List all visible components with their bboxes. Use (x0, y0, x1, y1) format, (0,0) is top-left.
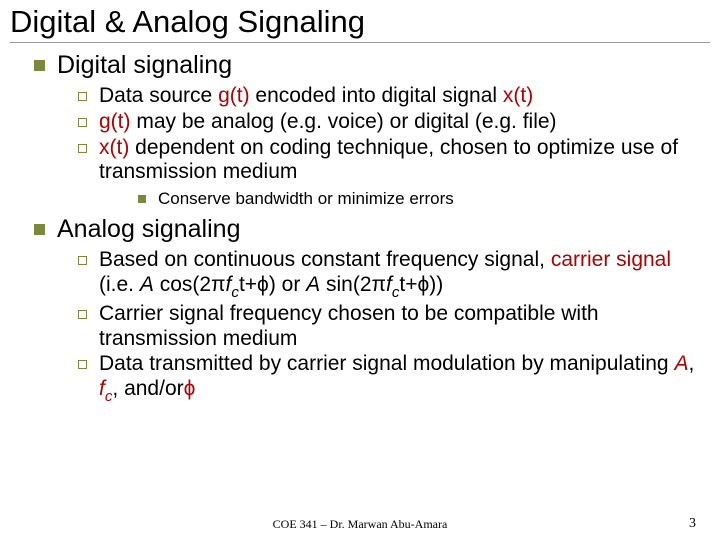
section-heading-row: Digital signaling (34, 51, 710, 80)
text-run: may be analog (e.g. voice) or digital (e… (131, 110, 557, 133)
subitem-text: Conserve bandwidth or minimize errors (158, 189, 454, 209)
text-run: Data source (99, 84, 218, 107)
item-text: Based on continuous constant frequency s… (99, 248, 710, 301)
text-run: A (140, 273, 154, 296)
hollow-square-bullet-icon (78, 92, 87, 101)
section-heading: Analog signaling (57, 215, 240, 244)
digital-items: Data source g(t) encoded into digital si… (78, 84, 710, 185)
emph-run: x(t) (99, 136, 129, 159)
slide-title: Digital & Analog Signaling (10, 4, 710, 43)
digital-subitems: Conserve bandwidth or minimize errors (138, 189, 710, 209)
list-item: Carrier signal frequency chosen to be co… (78, 302, 710, 352)
hollow-square-bullet-icon (78, 256, 87, 265)
emph-run: carrier signal (551, 248, 671, 271)
list-item: Data transmitted by carrier signal modul… (78, 352, 710, 405)
emph-run: g(t) (99, 110, 131, 133)
section-analog: Analog signaling (34, 215, 710, 244)
square-bullet-icon (34, 224, 45, 235)
hollow-square-bullet-icon (78, 360, 87, 369)
text-run: , and/or (112, 377, 183, 400)
list-item: g(t) may be analog (e.g. voice) or digit… (78, 110, 710, 135)
emph-run: A (674, 352, 688, 375)
item-text: Data source g(t) encoded into digital si… (99, 84, 533, 109)
footer-text: COE 341 – Dr. Marwan Abu-Amara (0, 517, 720, 532)
emph-run: f (99, 377, 105, 400)
text-run: , (688, 352, 694, 375)
square-bullet-icon (34, 60, 45, 71)
text-run: t+ϕ)) (399, 273, 443, 296)
section-digital: Digital signaling (34, 51, 710, 80)
hollow-square-bullet-icon (78, 118, 87, 127)
emph-run: c (105, 388, 113, 405)
section-heading-row: Analog signaling (34, 215, 710, 244)
text-run: A (306, 273, 320, 296)
page-number: 3 (689, 516, 696, 532)
item-text: g(t) may be analog (e.g. voice) or digit… (99, 110, 557, 135)
text-run: f (386, 273, 392, 296)
section-heading: Digital signaling (57, 51, 232, 80)
text-run: sin(2π (320, 273, 386, 296)
emph-run: x(t) (503, 84, 533, 107)
item-text: x(t) dependent on coding technique, chos… (99, 136, 710, 186)
list-item: Conserve bandwidth or minimize errors (138, 189, 710, 209)
item-text: Carrier signal frequency chosen to be co… (99, 302, 710, 352)
text-run: c (392, 284, 400, 301)
list-item: Data source g(t) encoded into digital si… (78, 84, 710, 109)
square-bullet-icon (138, 195, 146, 203)
text-run: cos(2π (154, 273, 226, 296)
text-run: (i.e. (99, 273, 140, 296)
list-item: x(t) dependent on coding technique, chos… (78, 136, 710, 186)
item-text: Data transmitted by carrier signal modul… (99, 352, 710, 405)
text-run: encoded into digital signal (250, 84, 503, 107)
emph-run: ϕ (184, 377, 196, 400)
analog-items: Based on continuous constant frequency s… (78, 248, 710, 405)
text-run: Based on continuous constant frequency s… (99, 248, 551, 271)
text-run: Carrier signal frequency chosen to be co… (99, 302, 599, 350)
text-run: Data transmitted by carrier signal modul… (99, 352, 674, 375)
hollow-square-bullet-icon (78, 144, 87, 153)
hollow-square-bullet-icon (78, 310, 87, 319)
slide: Digital & Analog Signaling Digital signa… (0, 0, 720, 540)
emph-run: g(t) (218, 84, 250, 107)
text-run: t+ϕ) or (239, 273, 306, 296)
text-run: dependent on coding technique, chosen to… (99, 136, 678, 184)
text-run: c (231, 284, 239, 301)
list-item: Based on continuous constant frequency s… (78, 248, 710, 301)
